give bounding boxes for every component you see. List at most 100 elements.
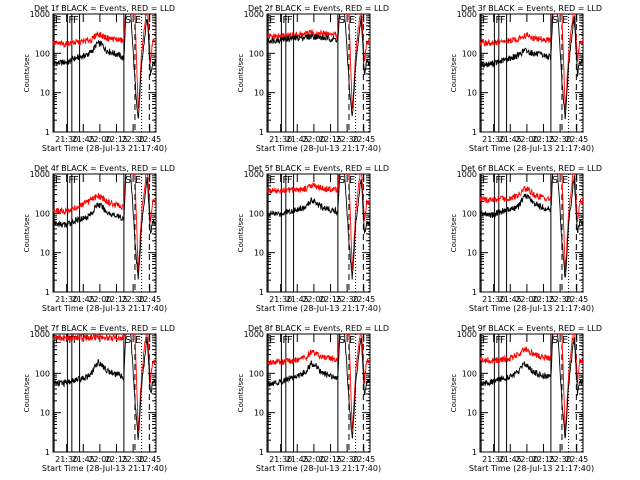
y-tick-label: 1 (472, 288, 477, 297)
y-tick-label: 1 (259, 448, 264, 457)
y-tick-label: 100 (249, 209, 264, 218)
x-tick-label: 21:45 (286, 135, 309, 144)
x-axis-label: Start Time (28-Jul-13 21:17:40) (256, 464, 381, 473)
y-tick-label: 100 (35, 369, 50, 378)
interval-marker-letter: E (349, 175, 355, 186)
y-tick-label: 10 (254, 89, 264, 98)
y-tick-label: 10 (254, 249, 264, 258)
interval-marker-letter: F (500, 15, 506, 26)
x-tick-label: 22:00 (88, 455, 111, 464)
series-group (480, 334, 583, 439)
series-group (267, 334, 370, 439)
series-line-events (480, 174, 583, 278)
interval-marker-letter: F (73, 175, 79, 186)
chart-title: Det 4f BLACK = Events, RED = LLD (34, 164, 175, 173)
interval-marker-letter: S (339, 175, 345, 186)
interval-marker-letter: E (349, 335, 355, 346)
x-tick-label: 22:45 (138, 295, 161, 304)
y-axis-label: Counts/sec (237, 54, 245, 93)
x-tick-label: 22:30 (336, 295, 359, 304)
interval-marker-letter: S (552, 335, 558, 346)
series-line-events (480, 334, 583, 439)
y-tick-label: 1 (259, 288, 264, 297)
y-axis-label: Counts/sec (450, 214, 458, 253)
x-tick-label: 22:45 (565, 135, 588, 144)
interval-marker-letter: E (55, 15, 61, 26)
series-group (267, 174, 370, 280)
interval-marker-letter: E (269, 15, 275, 26)
y-tick-label: 100 (249, 49, 264, 58)
x-tick-label: 22:45 (352, 295, 375, 304)
interval-marker-letter: S (552, 15, 558, 26)
interval-marker-letter: E (349, 15, 355, 26)
x-tick-label: 22:00 (515, 135, 538, 144)
interval-marker-letter: S (552, 175, 558, 186)
x-tick-label: 22:15 (532, 135, 555, 144)
x-tick-label: 21:30 (482, 135, 505, 144)
interval-marker-letter: S (125, 175, 131, 186)
x-tick-label: 22:00 (515, 295, 538, 304)
series-group (53, 174, 156, 280)
x-tick-label: 21:30 (269, 295, 292, 304)
x-tick-label: 21:30 (55, 295, 78, 304)
x-tick-label: 22:00 (302, 135, 325, 144)
plot-frame (52, 13, 157, 133)
chart-title: Det 5f BLACK = Events, RED = LLD (248, 164, 389, 173)
x-axis-label: Start Time (28-Jul-13 21:17:40) (42, 304, 167, 313)
x-tick-label: 22:15 (105, 135, 128, 144)
interval-marker-letter: F (282, 175, 288, 186)
y-tick-label: 10 (254, 409, 264, 418)
x-tick-label: 22:15 (319, 295, 342, 304)
interval-marker-letter: E (562, 335, 568, 346)
y-axis-label: Counts/sec (237, 214, 245, 253)
x-tick-label: 22:00 (302, 295, 325, 304)
y-tick-label: 100 (462, 209, 477, 218)
y-tick-label: 10 (40, 249, 50, 258)
y-tick-label: 100 (35, 49, 50, 58)
series-line-events (480, 14, 583, 120)
x-tick-label: 22:15 (532, 455, 555, 464)
interval-marker-letter: F (287, 335, 293, 346)
interval-marker-letter: E (562, 175, 568, 186)
plot-frame (266, 173, 371, 293)
x-tick-label: 21:45 (499, 135, 522, 144)
x-tick-label: 22:30 (122, 295, 145, 304)
y-axis-label: Counts/sec (450, 374, 458, 413)
x-tick-label: 22:30 (549, 455, 572, 464)
x-axis-label: Start Time (28-Jul-13 21:17:40) (469, 304, 594, 313)
x-tick-label: 22:30 (122, 455, 145, 464)
y-tick-label: 1000 (244, 330, 264, 339)
interval-marker-letter: F (500, 175, 506, 186)
y-axis-label: Counts/sec (23, 374, 31, 413)
x-tick-label: 22:45 (138, 135, 161, 144)
plot-frame (52, 333, 157, 453)
y-tick-label: 1000 (30, 330, 50, 339)
x-tick-label: 22:45 (565, 455, 588, 464)
interval-marker-letter: F (495, 15, 501, 26)
interval-marker-letter: S (339, 335, 345, 346)
interval-marker-letter: F (287, 15, 293, 26)
x-tick-label: 22:15 (319, 455, 342, 464)
plot-frame (266, 333, 371, 453)
chart-title: Det 2f BLACK = Events, RED = LLD (248, 4, 389, 13)
interval-marker-letter: E (269, 335, 275, 346)
x-tick-label: 21:45 (72, 455, 95, 464)
interval-marker-letter: F (73, 15, 79, 26)
y-tick-label: 100 (249, 369, 264, 378)
x-tick-label: 22:45 (138, 455, 161, 464)
x-axis-label: Start Time (28-Jul-13 21:17:40) (469, 464, 594, 473)
series-line-events (53, 334, 156, 441)
chart-title: Det 3f BLACK = Events, RED = LLD (461, 4, 602, 13)
y-tick-label: 1000 (30, 170, 50, 179)
y-tick-label: 1000 (244, 170, 264, 179)
y-tick-label: 1000 (457, 170, 477, 179)
interval-marker-letter: E (482, 175, 488, 186)
y-tick-label: 1 (45, 448, 50, 457)
interval-marker-letter: F (287, 175, 293, 186)
x-tick-label: 22:30 (549, 295, 572, 304)
